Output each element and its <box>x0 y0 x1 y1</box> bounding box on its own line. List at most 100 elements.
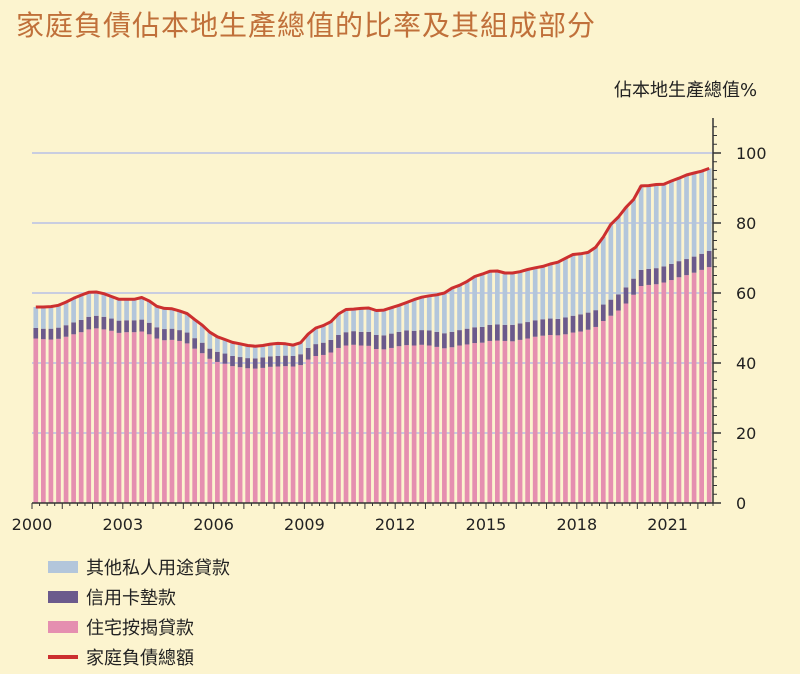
bar-mortgage-60 <box>487 340 493 503</box>
bar-other-personal-50 <box>411 299 417 331</box>
bar-other-personal-73 <box>585 252 591 313</box>
bar-other-personal-23 <box>207 332 213 349</box>
bar-other-personal-86 <box>684 175 689 260</box>
bar-other-personal-74 <box>593 247 599 311</box>
bar-mortgage-5 <box>71 334 76 503</box>
y-tick-label-60: 60 <box>736 284 756 303</box>
bar-other-personal-34 <box>290 345 296 356</box>
bar-other-personal-58 <box>472 276 477 328</box>
bar-credit-card-55 <box>449 331 455 348</box>
bar-other-personal-61 <box>495 270 500 325</box>
bar-mortgage-63 <box>510 341 515 503</box>
bar-mortgage-70 <box>563 334 568 503</box>
bar-mortgage-25 <box>222 363 228 503</box>
bar-mortgage-74 <box>593 326 599 503</box>
bar-mortgage-6 <box>78 332 84 503</box>
bar-other-personal-72 <box>578 253 583 315</box>
bar-mortgage-36 <box>305 359 311 503</box>
x-tick-label-2009: 2009 <box>284 515 325 534</box>
bar-credit-card-59 <box>479 326 485 343</box>
bar-credit-card-87 <box>691 256 697 273</box>
bar-credit-card-80 <box>638 269 644 286</box>
bar-credit-card-34 <box>290 356 296 367</box>
bar-mortgage-54 <box>442 348 447 503</box>
bar-mortgage-50 <box>411 345 417 503</box>
bar-other-personal-54 <box>442 293 447 334</box>
legend-label-other-personal: 其他私人用途貸款 <box>86 558 230 579</box>
bar-mortgage-24 <box>215 361 220 503</box>
bar-other-personal-84 <box>669 181 674 264</box>
bar-credit-card-67 <box>540 319 546 336</box>
bar-other-personal-75 <box>600 237 606 305</box>
legend-label-total: 家庭負債總額 <box>86 648 194 669</box>
bar-credit-card-20 <box>184 332 190 344</box>
bar-credit-card-1 <box>41 328 46 340</box>
bar-mortgage-69 <box>555 335 561 503</box>
bar-other-personal-39 <box>328 321 334 340</box>
bar-other-personal-63 <box>510 273 515 325</box>
bar-credit-card-40 <box>336 335 341 348</box>
legend-swatch-total <box>48 655 78 659</box>
bar-other-personal-71 <box>570 254 576 316</box>
bar-mortgage-57 <box>464 344 470 503</box>
bar-mortgage-34 <box>290 366 296 503</box>
bar-credit-card-10 <box>109 318 114 331</box>
bar-mortgage-26 <box>230 366 235 503</box>
bar-credit-card-62 <box>502 324 508 341</box>
bar-credit-card-30 <box>260 357 266 368</box>
bar-mortgage-44 <box>366 345 372 503</box>
bar-credit-card-85 <box>676 261 682 278</box>
bar-mortgage-35 <box>298 365 303 503</box>
bar-mortgage-89 <box>706 267 712 503</box>
bar-credit-card-24 <box>215 351 220 362</box>
bar-credit-card-42 <box>351 331 356 345</box>
bar-mortgage-86 <box>684 275 689 503</box>
bar-credit-card-45 <box>373 335 379 349</box>
bar-credit-card-51 <box>419 330 425 345</box>
bar-mortgage-80 <box>638 286 644 503</box>
bar-credit-card-12 <box>124 320 129 333</box>
bar-other-personal-10 <box>109 296 114 319</box>
bar-mortgage-72 <box>578 331 583 503</box>
bar-other-personal-36 <box>305 333 311 348</box>
legend: 其他私人用途貸款 信用卡墊款 住宅按揭貸款 家庭負債總額 <box>48 552 230 672</box>
bar-mortgage-87 <box>691 272 697 503</box>
bar-mortgage-11 <box>116 332 122 503</box>
bar-credit-card-47 <box>389 333 394 348</box>
bar-other-personal-22 <box>199 325 205 343</box>
bar-mortgage-13 <box>131 332 137 503</box>
bar-credit-card-15 <box>146 322 152 335</box>
bar-other-personal-37 <box>313 328 319 345</box>
bar-mortgage-18 <box>169 339 175 503</box>
bar-other-personal-45 <box>373 310 379 335</box>
bar-mortgage-67 <box>540 335 546 503</box>
bar-other-personal-43 <box>358 308 364 332</box>
x-tick-label-2000: 2000 <box>12 515 53 534</box>
bar-mortgage-47 <box>389 347 394 503</box>
bar-other-personal-57 <box>464 281 470 329</box>
bar-credit-card-69 <box>555 318 561 336</box>
bar-credit-card-11 <box>116 320 122 333</box>
bar-credit-card-53 <box>434 331 440 347</box>
bar-credit-card-27 <box>237 357 243 368</box>
y-axis-unit-label: 佔本地生產總值% <box>614 80 758 101</box>
bar-credit-card-8 <box>93 315 99 329</box>
bar-credit-card-76 <box>608 299 614 316</box>
bar-credit-card-68 <box>547 318 553 335</box>
bar-mortgage-58 <box>472 343 477 503</box>
bar-mortgage-29 <box>252 368 258 503</box>
bar-credit-card-3 <box>56 327 61 339</box>
legend-item-total: 家庭負債總額 <box>48 642 230 672</box>
bar-other-personal-24 <box>215 336 220 352</box>
bar-other-personal-6 <box>78 295 84 320</box>
bar-credit-card-66 <box>532 320 538 337</box>
bar-mortgage-62 <box>502 340 508 503</box>
bar-mortgage-76 <box>608 315 614 503</box>
legend-swatch-mortgage <box>48 621 78 633</box>
bar-mortgage-42 <box>351 344 356 503</box>
bar-mortgage-82 <box>653 284 659 503</box>
bar-mortgage-20 <box>184 343 190 503</box>
bar-credit-card-73 <box>585 312 591 330</box>
bar-credit-card-23 <box>207 348 213 359</box>
bar-mortgage-46 <box>381 349 387 503</box>
